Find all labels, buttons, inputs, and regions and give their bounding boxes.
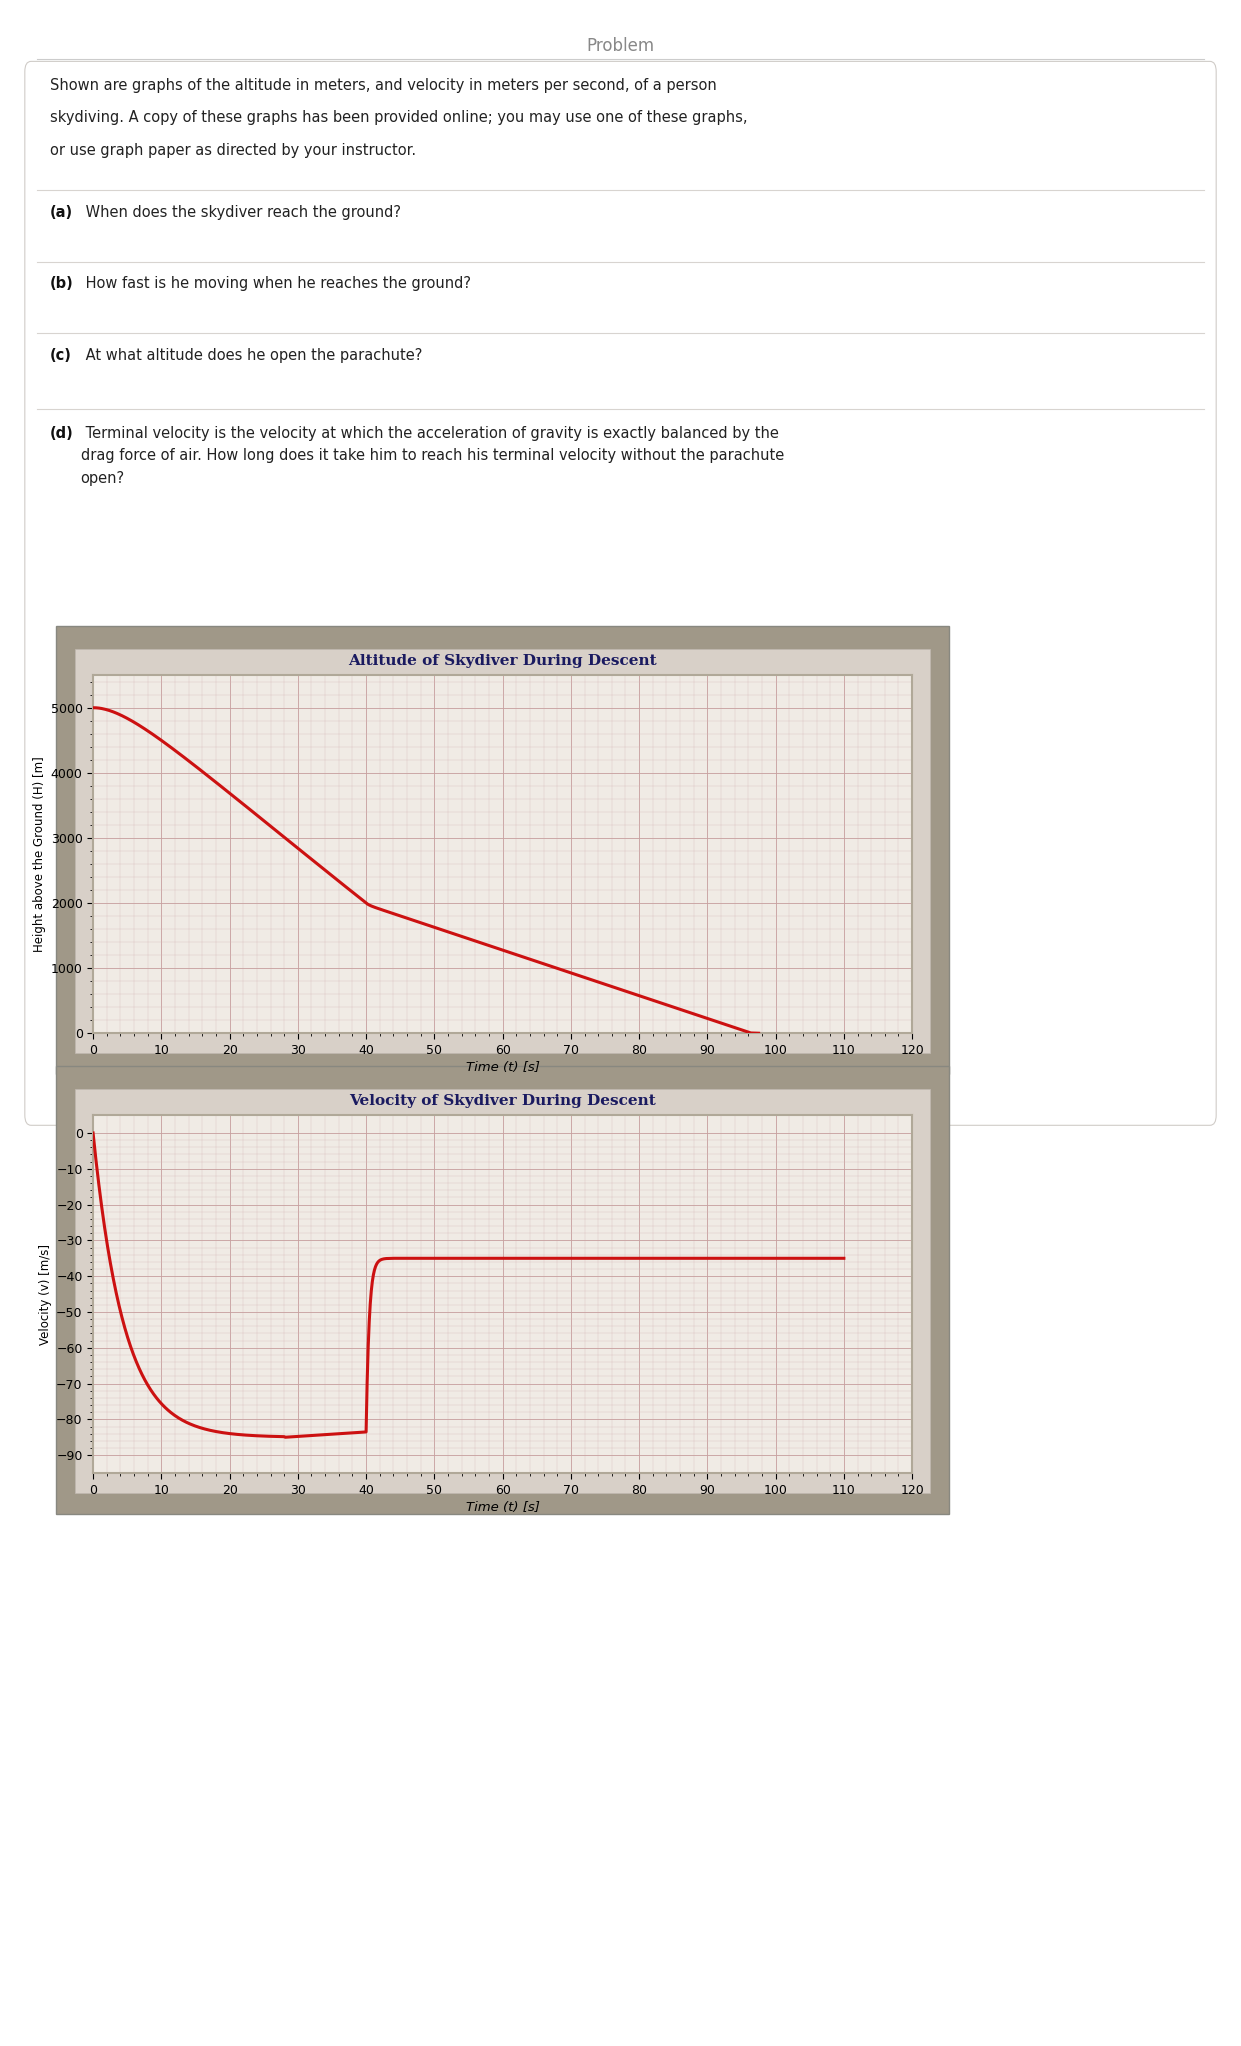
Y-axis label: Velocity (v) [m/s]: Velocity (v) [m/s] bbox=[38, 1244, 52, 1344]
Text: When does the skydiver reach the ground?: When does the skydiver reach the ground? bbox=[81, 205, 401, 219]
Text: How fast is he moving when he reaches the ground?: How fast is he moving when he reaches th… bbox=[81, 276, 470, 291]
X-axis label: Time (t) [s]: Time (t) [s] bbox=[465, 1500, 540, 1514]
Text: Terminal velocity is the velocity at which the acceleration of gravity is exactl: Terminal velocity is the velocity at whi… bbox=[81, 426, 784, 487]
Text: At what altitude does he open the parachute?: At what altitude does he open the parach… bbox=[81, 348, 422, 362]
Text: (a): (a) bbox=[50, 205, 73, 219]
Text: (d): (d) bbox=[50, 426, 73, 440]
Text: or use graph paper as directed by your instructor.: or use graph paper as directed by your i… bbox=[50, 143, 416, 158]
Text: (b): (b) bbox=[50, 276, 73, 291]
Text: skydiving. A copy of these graphs has been provided online; you may use one of t: skydiving. A copy of these graphs has be… bbox=[50, 110, 747, 125]
X-axis label: Time (t) [s]: Time (t) [s] bbox=[465, 1060, 540, 1074]
Text: Shown are graphs of the altitude in meters, and velocity in meters per second, o: Shown are graphs of the altitude in mete… bbox=[50, 78, 716, 92]
Title: Velocity of Skydiver During Descent: Velocity of Skydiver During Descent bbox=[349, 1095, 656, 1109]
Y-axis label: Height above the Ground (H) [m]: Height above the Ground (H) [m] bbox=[34, 757, 46, 951]
Text: Problem: Problem bbox=[587, 37, 654, 55]
Text: (c): (c) bbox=[50, 348, 72, 362]
Title: Altitude of Skydiver During Descent: Altitude of Skydiver During Descent bbox=[349, 655, 656, 669]
